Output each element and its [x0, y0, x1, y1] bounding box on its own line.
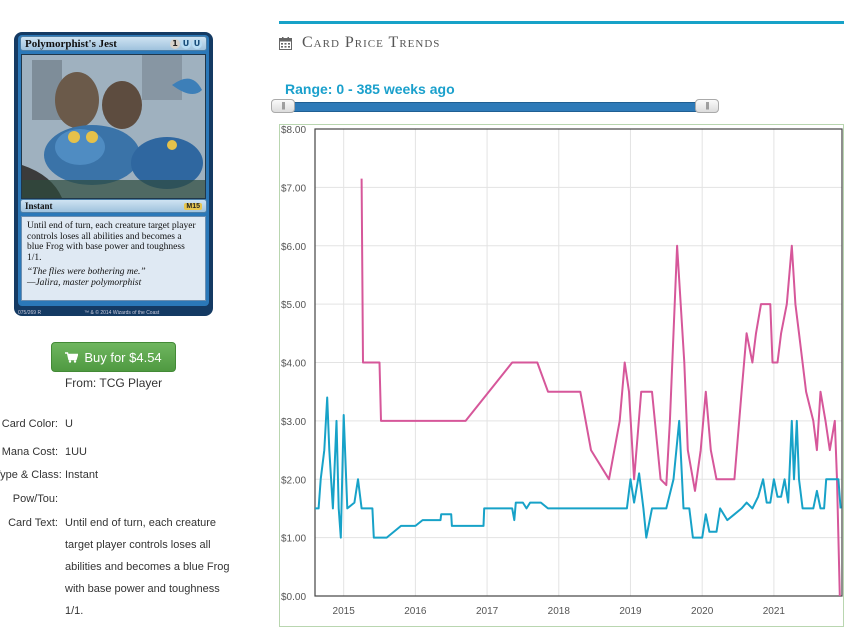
attr-label: Type & Class:	[0, 469, 62, 481]
price-chart: $0.00 $1.00 $2.00 $3.00 $4.00 $5.00 $6.00 $7.00…	[279, 124, 844, 627]
buy-button[interactable]: Buy for $4.54	[51, 342, 176, 372]
y-tick-label: $4.00	[281, 359, 306, 370]
card-flavor-text: “The flies were bothering me.”	[27, 267, 146, 277]
x-tick-label: 2019	[619, 606, 642, 617]
mana-pip-blue: U	[192, 38, 202, 49]
card-type-line: Instant	[25, 201, 53, 211]
mana-pip-generic: 1	[170, 38, 180, 49]
range-label: Range: 0 - 385 weeks ago	[285, 81, 455, 97]
calendar-icon	[279, 36, 292, 50]
attr-value: 1UU	[65, 446, 88, 458]
price-source: From: TCG Player	[64, 376, 163, 390]
y-tick-label: $0.00	[281, 592, 306, 603]
attr-label: Card Color:	[1, 418, 58, 430]
card-flavor-attribution: —Jalira, master polymorphist	[27, 277, 142, 288]
y-tick-label: $3.00	[281, 417, 306, 428]
y-tick-label: $1.00	[281, 534, 306, 545]
card-image: Polymorphist's Jest 1 U U	[14, 32, 213, 316]
x-tick-label: 2017	[476, 606, 499, 617]
buy-button-label: Buy for $4.54	[84, 349, 162, 365]
range-slider-handle-right[interactable]: |||	[695, 99, 719, 113]
card-name: Polymorphist's Jest	[25, 37, 117, 50]
x-tick-label: 2020	[691, 606, 714, 617]
card-frame: Polymorphist's Jest 1 U U	[18, 35, 209, 306]
series-line-0	[360, 178, 841, 597]
card-rules-text: Until end of turn, each creature target …	[27, 221, 196, 263]
attr-label: Mana Cost:	[1, 446, 58, 458]
y-tick-label: $7.00	[281, 183, 306, 194]
section-divider	[279, 21, 844, 24]
mana-cost-symbols: 1 U U	[170, 38, 202, 49]
range-slider-track[interactable]	[283, 102, 713, 112]
x-tick-label: 2016	[404, 606, 427, 617]
attr-value: Until end of turn, each creature target …	[65, 517, 230, 617]
card-collector-info: 075/269 R ™ & © 2014 Wizards of the Coas…	[18, 310, 159, 316]
y-tick-label: $5.00	[281, 300, 306, 311]
card-art-illustration	[22, 55, 205, 198]
cart-icon	[65, 351, 79, 363]
section-header: Card Price Trends	[279, 34, 440, 52]
price-chart-svg: $0.00 $1.00 $2.00 $3.00 $4.00 $5.00 $6.00 $7.00…	[281, 125, 843, 617]
card-type-bar: Instant M15	[20, 199, 207, 213]
plot-frame	[314, 128, 843, 597]
attr-label: Pow/Tou:	[12, 493, 58, 505]
y-tick-label: $8.00	[281, 125, 306, 136]
card-title-bar: Polymorphist's Jest 1 U U	[20, 36, 207, 51]
x-tick-label: 2015	[333, 606, 356, 617]
attr-value: Instant	[65, 469, 99, 481]
section-title: Card Price Trends	[302, 34, 441, 51]
x-tick-label: 2021	[763, 606, 786, 617]
attr-value: U	[65, 418, 73, 430]
collector-number: 075/269 R	[18, 310, 42, 316]
set-symbol: M15	[184, 202, 202, 210]
series-line-1	[315, 396, 842, 539]
x-tick-label: 2018	[548, 606, 571, 617]
range-slider-handle-left[interactable]: |||	[271, 99, 295, 113]
attr-label: Card Text:	[8, 517, 58, 529]
y-tick-label: $6.00	[281, 242, 306, 253]
y-tick-label: $2.00	[281, 475, 306, 486]
card-copyright: ™ & © 2014 Wizards of the Coast	[84, 310, 160, 316]
card-art	[21, 54, 206, 199]
mana-pip-blue: U	[181, 38, 191, 49]
card-text-box: Until end of turn, each creature target …	[21, 216, 206, 301]
